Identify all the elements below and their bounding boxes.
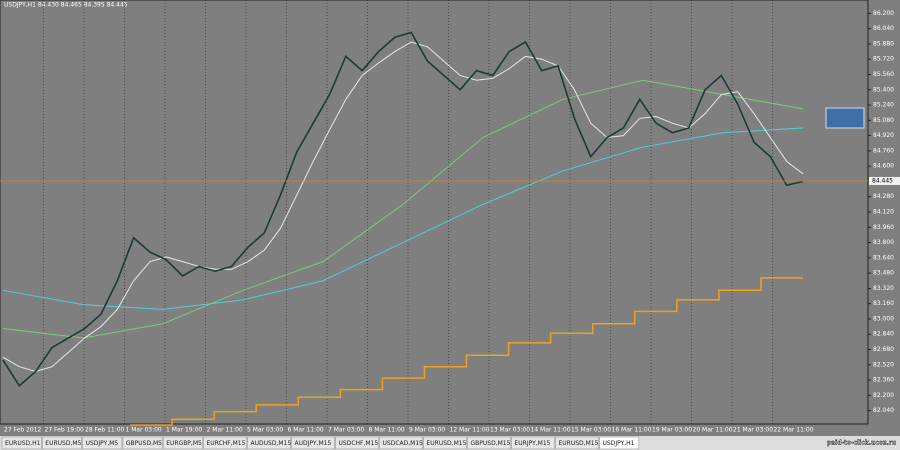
symbol-tab-label[interactable]: EURUSD,M15: [559, 440, 599, 447]
x-tick-label: 14 Mar 11:00: [531, 427, 571, 434]
symbol-tab[interactable]: [41, 436, 82, 450]
x-tick-label: 7 Mar 03:00: [328, 427, 364, 434]
y-tick-label: 82.040: [873, 407, 894, 414]
x-tick-label: 6 Mar 11:00: [288, 427, 324, 434]
symbol-tab[interactable]: [379, 436, 423, 450]
symbol-tab-label[interactable]: EURJPY,M15: [515, 440, 551, 447]
y-tick-label: 85.240: [873, 102, 894, 109]
x-tick-label: 2 Mar 11:00: [207, 427, 243, 434]
x-tick-label: 19 Mar 03:00: [652, 427, 692, 434]
step-line: [130, 277, 803, 426]
x-tick-label: 1 Mar 03:00: [126, 427, 162, 434]
y-tick-label: 83.000: [873, 315, 894, 322]
symbol-tab-label[interactable]: USDJPY,M5: [86, 440, 119, 447]
x-tick-label: 13 Mar 03:00: [490, 427, 530, 434]
symbol-tab[interactable]: [162, 436, 203, 450]
symbol-tab-label[interactable]: EURUSD,M15: [427, 440, 467, 447]
y-tick-label: 84.920: [873, 132, 894, 139]
x-tick-label: 20 Mar 11:00: [693, 427, 733, 434]
watermark: paid-to-click.ucoz.ru: [827, 440, 896, 447]
x-tick-label: 12 Mar 11:00: [450, 427, 490, 434]
symbol-tab-label[interactable]: EURUSD,M5: [45, 440, 81, 447]
symbol-tab[interactable]: [423, 436, 467, 450]
y-tick-label: 84.600: [873, 163, 894, 170]
x-tick-label: 1 Mar 19:00: [166, 427, 202, 434]
x-tick-label: 8 Mar 11:00: [369, 427, 405, 434]
y-tick-label: 84.280: [873, 193, 894, 200]
x-tick-label: 27 Feb 2012: [4, 427, 42, 434]
moving-average: [2, 127, 804, 310]
symbol-tab[interactable]: [247, 436, 291, 450]
x-tick-label: 9 Mar 03:00: [409, 427, 445, 434]
symbol-tab-label[interactable]: USDCAD,M15: [383, 440, 424, 447]
symbol-tab[interactable]: [82, 436, 123, 450]
current-price-box: [869, 176, 900, 185]
x-tick-label: 21 Mar 03:00: [733, 427, 773, 434]
symbol-tab[interactable]: [599, 436, 640, 450]
x-tick-label: 22 Mar 11:00: [774, 427, 814, 434]
y-tick-label: 86.040: [873, 25, 894, 32]
y-tick-label: 82.360: [873, 377, 894, 384]
symbol-tab-label[interactable]: GBPUSD,M15: [471, 440, 511, 447]
symbol-tab-label[interactable]: EURCHF,M15: [207, 440, 246, 447]
symbol-tab-label[interactable]: EURUSD,H1: [5, 440, 41, 447]
y-tick-label: 85.720: [873, 56, 894, 63]
y-tick-label: 83.160: [873, 300, 894, 307]
y-tick-label: 83.960: [873, 224, 894, 231]
symbol-tab[interactable]: [203, 436, 247, 450]
symbol-tab[interactable]: [555, 436, 599, 450]
x-tick-label: 15 Mar 03:00: [571, 427, 611, 434]
symbol-tab[interactable]: [511, 436, 555, 450]
y-tick-label: 83.320: [873, 285, 894, 292]
moving-average: [2, 41, 804, 372]
symbol-tab[interactable]: [467, 436, 511, 450]
y-tick-label: 82.680: [873, 346, 894, 353]
y-tick-label: 83.480: [873, 270, 894, 277]
symbol-tab[interactable]: [122, 436, 163, 450]
y-tick-label: 86.200: [873, 10, 894, 17]
y-tick-label: 84.760: [873, 147, 894, 154]
y-tick-label: 85.880: [873, 40, 894, 47]
symbol-tab-label[interactable]: USDCHF,M15: [339, 440, 379, 447]
symbol-tab-label[interactable]: USDJPY,H1: [603, 440, 635, 447]
x-tick-label: 5 Mar 03:00: [247, 427, 283, 434]
y-tick-label: 84.120: [873, 209, 894, 216]
x-tick-label: 27 Feb 19:00: [45, 427, 85, 434]
y-tick-label: 85.400: [873, 86, 894, 93]
chart-header: USDJPY,H1 84.430 84.465 84.395 84.445: [4, 2, 128, 9]
symbol-tab-label[interactable]: GBPUSD,M5: [126, 440, 162, 447]
moving-average: [2, 79, 804, 339]
y-tick-label: 85.080: [873, 117, 894, 124]
y-tick-label: 82.200: [873, 392, 894, 399]
y-tick-label: 82.520: [873, 361, 894, 368]
chart-object: [825, 107, 865, 129]
symbol-tab[interactable]: [291, 436, 335, 450]
symbol-tab-label[interactable]: EURGBP,M5: [166, 440, 202, 447]
y-tick-label: 82.840: [873, 331, 894, 338]
symbol-tab[interactable]: [1, 436, 42, 450]
y-tick-label: 83.640: [873, 254, 894, 261]
symbol-tab[interactable]: [335, 436, 379, 450]
x-tick-label: 28 Feb 11:00: [85, 427, 125, 434]
current-price-label: 84.445: [872, 177, 893, 184]
y-tick-label: 83.800: [873, 239, 894, 246]
symbol-tab-label[interactable]: AUDJPY,M15: [295, 440, 332, 447]
symbol-tab-label[interactable]: AUDUSD,M15: [251, 440, 292, 447]
price-line: [2, 31, 804, 388]
x-tick-label: 16 Mar 11:00: [612, 427, 652, 434]
y-tick-label: 85.560: [873, 71, 894, 78]
